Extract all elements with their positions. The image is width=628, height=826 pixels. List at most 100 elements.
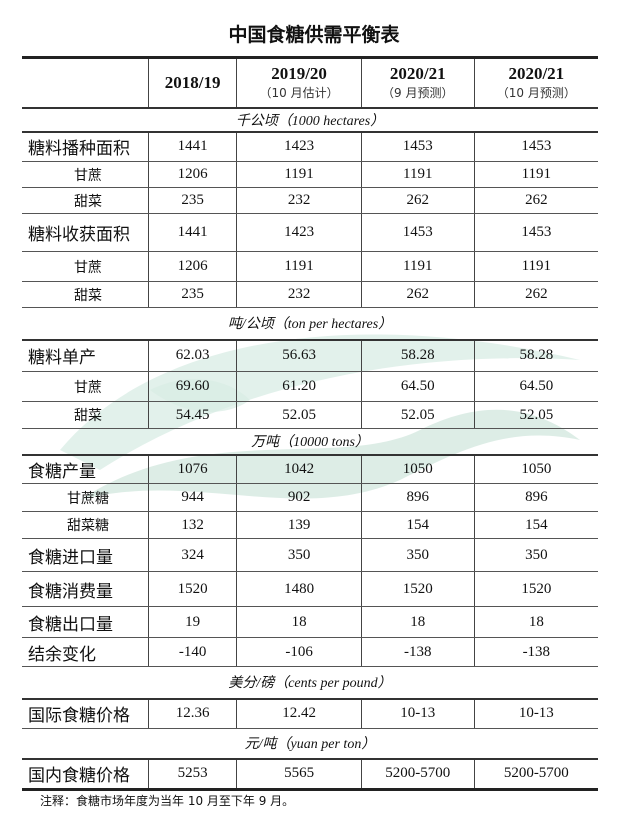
cell-value: 896 [360,483,475,512]
cell-value: 69.60 [147,371,237,402]
cell-value: 1453 [360,131,475,162]
table-row: 国际食糖价格 12.36 12.42 10-13 10-13 [22,698,598,729]
row-label: 国内食糖价格 [22,758,149,791]
table-row: 糖料收获面积 1441 1423 1453 1453 [22,213,598,252]
cell-value: 10-13 [360,698,475,729]
cell-value: 5200-5700 [360,758,475,791]
row-label: 甜菜 [22,281,149,308]
table-row: 国内食糖价格 5253 5565 5200-5700 5200-5700 [22,758,598,791]
row-label: 甘蔗 [22,251,149,282]
table-row: 甜菜 54.45 52.05 52.05 52.05 [22,401,598,429]
unit-row: 元/吨（yuan per ton） [22,728,598,760]
header-blank [22,56,149,109]
cell-value: 10-13 [473,698,598,729]
cell-value: 1480 [236,571,362,607]
unit-row: 千公顷（1000 hectares） [22,107,598,133]
row-label: 甜菜 [22,187,149,214]
column-note: （10 月预测） [496,86,576,101]
cell-value: 1423 [236,213,362,252]
cell-value: 262 [360,187,475,214]
cell-value: 61.20 [236,371,362,402]
row-label: 甘蔗 [22,371,149,402]
column-year: 2020/21 [389,64,446,84]
cell-value: 64.50 [473,371,598,402]
unit-label: 元/吨（yuan per ton） [22,728,598,760]
cell-value: 1050 [360,454,475,484]
cell-value: 350 [360,538,475,572]
cell-value: 5200-5700 [473,758,598,791]
cell-value: 12.42 [236,698,362,729]
table-row: 甘蔗 1206 1191 1191 1191 [22,161,598,188]
row-label: 甜菜糖 [22,511,149,539]
cell-value: 56.63 [236,339,362,372]
cell-value: 235 [147,281,237,308]
unit-label: 万吨（10000 tons） [22,428,598,456]
table-row: 食糖进口量 324 350 350 350 [22,538,598,572]
row-label: 糖料播种面积 [22,131,149,162]
table-row: 食糖产量 1076 1042 1050 1050 [22,454,598,484]
table-row: 甘蔗 1206 1191 1191 1191 [22,251,598,282]
table-row: 糖料单产 62.03 56.63 58.28 58.28 [22,339,598,372]
row-label: 食糖产量 [22,454,149,484]
unit-row: 万吨（10000 tons） [22,428,598,456]
cell-value: 1520 [360,571,475,607]
cell-value: 262 [473,281,598,308]
cell-value: 12.36 [147,698,237,729]
table-row: 甜菜 235 232 262 262 [22,187,598,214]
cell-value: 1191 [360,161,475,188]
cell-value: 18 [236,606,362,638]
column-header: 2019/20 （10 月估计） [236,56,362,109]
column-year: 2019/20 [271,64,327,84]
cell-value: 1453 [360,213,475,252]
column-year: 2018/19 [164,72,221,92]
cell-value: 1441 [147,131,237,162]
table-row: 甘蔗糖 944 902 896 896 [22,483,598,512]
cell-value: 54.45 [147,401,237,429]
cell-value: 324 [147,538,237,572]
cell-value: 1191 [473,251,598,282]
cell-value: 58.28 [473,339,598,372]
cell-value: 5253 [147,758,237,791]
column-header: 2018/19 [147,56,237,109]
column-header: 2020/21 （10 月预测） [473,56,598,109]
cell-value: 1050 [473,454,598,484]
unit-row: 吨/公顷（ton per hectares） [22,307,598,341]
cell-value: 262 [360,281,475,308]
table-row: 甜菜 235 232 262 262 [22,281,598,308]
cell-value: 64.50 [360,371,475,402]
cell-value: 902 [236,483,362,512]
cell-value: -138 [360,637,475,667]
unit-label: 美分/磅（cents per pound） [22,666,598,700]
table-row: 食糖消费量 1520 1480 1520 1520 [22,571,598,607]
table-row: 甜菜糖 132 139 154 154 [22,511,598,539]
row-label: 糖料单产 [22,339,149,372]
cell-value: 62.03 [147,339,237,372]
cell-value: 262 [473,187,598,214]
column-note: （10 月估计） [259,86,339,101]
cell-value: 1191 [236,251,362,282]
column-header: 2020/21 （9 月预测） [360,56,475,109]
cell-value: 132 [147,511,237,539]
unit-label: 千公顷（1000 hectares） [22,107,598,133]
cell-value: 52.05 [360,401,475,429]
row-label: 国际食糖价格 [22,698,149,729]
cell-value: 1206 [147,251,237,282]
cell-value: 1520 [473,571,598,607]
cell-value: 5565 [236,758,362,791]
cell-value: 1206 [147,161,237,188]
row-label: 甜菜 [22,401,149,429]
cell-value: 52.05 [473,401,598,429]
row-label: 甘蔗糖 [22,483,149,512]
unit-label: 吨/公顷（ton per hectares） [22,307,598,341]
cell-value: 1191 [360,251,475,282]
cell-value: 18 [360,606,475,638]
header-row: 2018/19 2019/20 （10 月估计） 2020/21 （9 月预测） 2020… [22,56,598,109]
row-label: 结余变化 [22,637,149,667]
table-row: 甘蔗 69.60 61.20 64.50 64.50 [22,371,598,402]
cell-value: -106 [236,637,362,667]
cell-value: 896 [473,483,598,512]
table-row: 食糖出口量 19 18 18 18 [22,606,598,638]
supply-demand-table: 2018/19 2019/20 （10 月估计） 2020/21 （9 月预测） 2020… [22,56,598,791]
cell-value: -140 [147,637,237,667]
footnote: 注释：食糖市场年度为当年 10 月至下年 9 月。 [40,794,295,808]
